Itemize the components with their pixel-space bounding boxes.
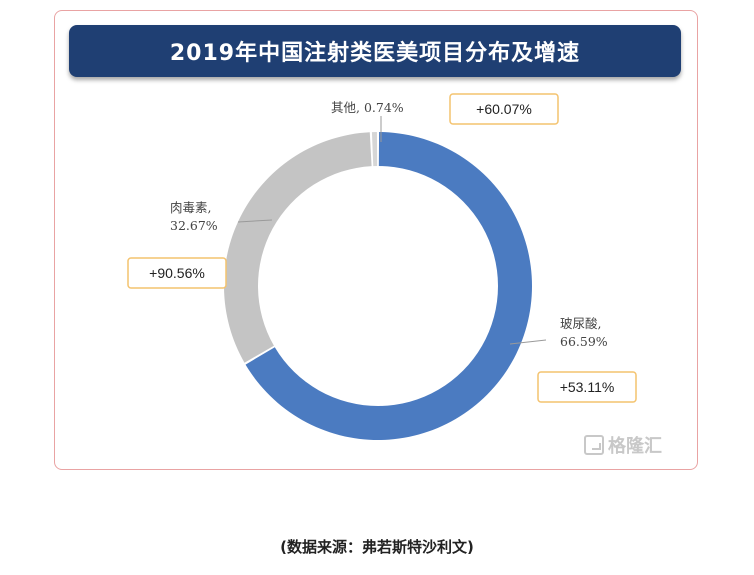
growth-label-other: +60.07% bbox=[476, 101, 532, 117]
slice-percent-hyaluronic-acid: 66.59% bbox=[560, 334, 608, 349]
title-bar: 2019年中国注射类医美项目分布及增速 bbox=[69, 25, 681, 77]
watermark-text: 格隆汇 bbox=[608, 436, 662, 457]
growth-badge-other bbox=[449, 93, 559, 125]
chart-title: 2019年中国注射类医美项目分布及增速 bbox=[169, 41, 581, 66]
leader-line-botulinum-toxin bbox=[237, 219, 273, 223]
watermark: 格隆汇 bbox=[584, 432, 662, 458]
data-source-note: (数据来源：弗若斯特沙利文) bbox=[280, 538, 474, 556]
slice-label-hyaluronic-acid: 玻尿酸, bbox=[560, 316, 601, 331]
growth-label-hyaluronic-acid: +53.11% bbox=[560, 379, 615, 395]
chart-frame: 2019年中国注射类医美项目分布及增速 bbox=[54, 10, 698, 470]
slice-other bbox=[371, 132, 378, 167]
growth-badge-botulinum-toxin bbox=[127, 257, 227, 289]
slice-label-botulinum-toxin: 肉毒素, bbox=[170, 200, 211, 215]
growth-label-botulinum-toxin: +90.56% bbox=[149, 265, 205, 281]
slice-percent-botulinum-toxin: 32.67% bbox=[170, 218, 218, 233]
slice-botulinum-toxin bbox=[224, 132, 372, 363]
leader-line-hyaluronic-acid bbox=[509, 339, 547, 345]
growth-badge-hyaluronic-acid bbox=[537, 371, 637, 403]
slice-label-other: 其他, 0.74% bbox=[331, 100, 404, 115]
logo-icon bbox=[584, 435, 604, 455]
